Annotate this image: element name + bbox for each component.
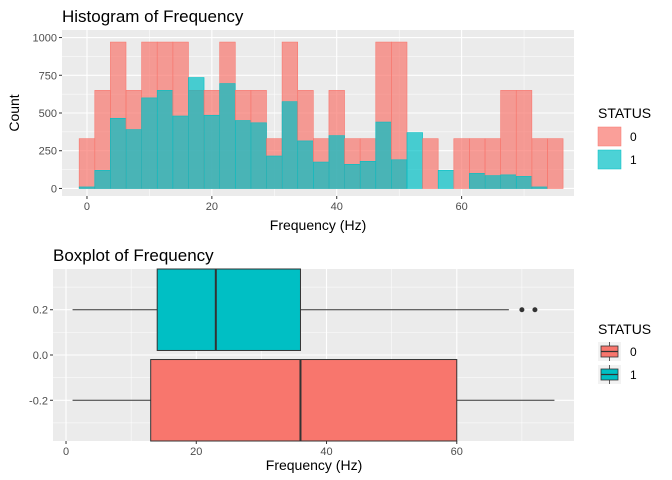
- histogram-bar-status-1: [94, 170, 111, 189]
- histogram-legend-key-1: [597, 149, 622, 170]
- boxplot-legend-key-1: [598, 365, 621, 384]
- histogram-x-ticks: 0 20 40 60: [84, 196, 468, 213]
- histogram-x-tick-label: 20: [206, 201, 218, 213]
- histogram-bar-status-1: [250, 122, 267, 189]
- boxplot-box-status-0: [150, 359, 458, 442]
- histogram-y-tick-label: 0: [51, 183, 57, 195]
- boxplot-legend-title: STATUS: [598, 321, 651, 337]
- histogram-legend-key-0: [597, 126, 622, 147]
- boxplot-y-tick-label: -0.2: [29, 395, 48, 407]
- histogram-bar-status-1: [219, 83, 236, 189]
- histogram-x-tick-label: 60: [455, 201, 467, 213]
- histogram-bar-status-0: [78, 138, 96, 189]
- histogram-bar-status-1: [313, 161, 330, 189]
- histogram-bar-status-1: [110, 117, 127, 189]
- histogram-bar-status-1: [359, 160, 377, 189]
- histogram-y-ticks: 0 250 500 750 1000: [33, 33, 62, 195]
- histogram-bar-status-1: [141, 97, 158, 189]
- histogram-title: Histogram of Frequency: [62, 7, 244, 26]
- boxplot-title: Boxplot of Frequency: [53, 246, 214, 265]
- boxplot-boxes: [72, 268, 555, 442]
- histogram-bar-status-1: [500, 174, 517, 189]
- histogram-bar-status-1: [281, 101, 299, 189]
- histogram-bar-status-1: [484, 175, 501, 189]
- boxplot-legend: STATUS 0 1: [598, 321, 651, 384]
- boxplot-box-status-1: [156, 268, 301, 351]
- boxplot-x-tick-label: 40: [320, 446, 332, 458]
- boxplot-legend-label-0: 0: [630, 345, 637, 359]
- histogram-bar-status-1: [515, 176, 533, 189]
- histogram-legend-label-1: 1: [630, 153, 637, 167]
- histogram-bar-status-1: [375, 121, 392, 189]
- histogram-y-axis-label: Count: [6, 94, 22, 131]
- histogram-bar-status-1: [172, 115, 189, 189]
- histogram-bar-status-1: [156, 90, 174, 189]
- histogram-bar-status-1: [78, 186, 96, 189]
- histogram-x-tick-label: 0: [84, 201, 90, 213]
- histogram-bars: [78, 41, 564, 189]
- histogram-bar-status-1: [203, 114, 220, 189]
- histogram-bar-status-1: [125, 129, 142, 189]
- histogram-bar-status-1: [188, 77, 205, 189]
- histogram-y-tick-label: 1000: [33, 33, 57, 45]
- histogram-bar-status-0: [500, 90, 517, 189]
- boxplot-outlier-status-1: [532, 307, 538, 313]
- histogram-bar-status-0: [453, 138, 470, 189]
- histogram-bar-status-1: [234, 120, 252, 189]
- histogram-bar-status-1: [297, 140, 314, 189]
- boxplot-x-axis-label: Frequency (Hz): [266, 457, 362, 473]
- histogram-legend: STATUS 0 1: [597, 105, 651, 170]
- boxplot-y-tick-label: 0.0: [33, 350, 48, 362]
- histogram-bar-status-1: [344, 164, 361, 189]
- histogram-bar-status-1: [469, 173, 486, 189]
- histogram-bar-status-0: [547, 138, 564, 189]
- histogram-x-axis-label: Frequency (Hz): [270, 217, 366, 233]
- boxplot-x-ticks: 0 20 40 60: [63, 441, 463, 458]
- histogram-bar-status-1: [328, 135, 345, 189]
- boxplot-legend-label-1: 1: [630, 368, 637, 382]
- histogram-bar-status-1: [391, 159, 408, 189]
- boxplot-x-tick-label: 0: [63, 446, 69, 458]
- boxplot-y-ticks: 0.2 0.0 -0.2: [29, 305, 53, 407]
- histogram-bar-status-0: [531, 138, 548, 189]
- histogram-y-tick-label: 500: [39, 108, 57, 120]
- histogram-bar-status-1: [531, 186, 548, 189]
- boxplot-legend-key-0: [598, 342, 621, 361]
- histogram-bar-status-0: [515, 90, 533, 189]
- boxplot-outlier-status-1: [519, 307, 525, 313]
- boxplot-x-tick-label: 20: [190, 446, 202, 458]
- histogram-legend-title: STATUS: [598, 105, 651, 121]
- boxplot-x-tick-label: 60: [451, 446, 463, 458]
- histogram-y-tick-label: 750: [39, 70, 57, 82]
- histogram-bar-status-1: [437, 170, 455, 189]
- histogram-bar-status-1: [266, 155, 283, 189]
- histogram-bar-status-0: [422, 138, 439, 189]
- histogram-legend-label-0: 0: [630, 130, 637, 144]
- histogram-bar-status-1: [406, 132, 423, 189]
- histogram-x-tick-label: 40: [331, 201, 343, 213]
- histogram-y-tick-label: 250: [39, 146, 57, 158]
- boxplot-y-tick-label: 0.2: [33, 305, 48, 317]
